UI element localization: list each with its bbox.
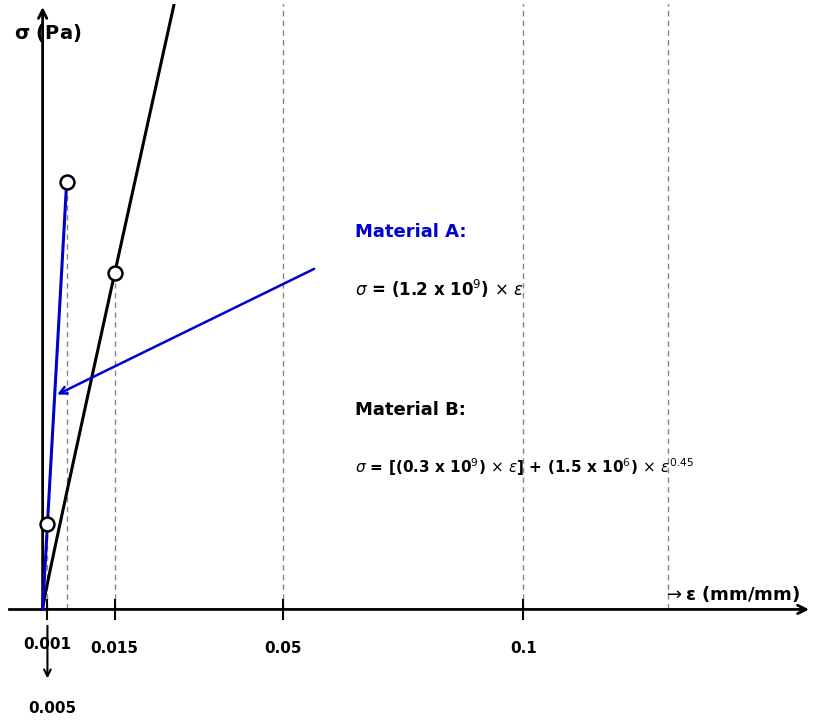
Text: Material A:: Material A: (355, 223, 467, 241)
Text: 0.001: 0.001 (24, 637, 72, 652)
Text: 0.1: 0.1 (510, 641, 537, 656)
Text: Material B:: Material B: (355, 401, 466, 419)
Text: 0.005: 0.005 (29, 701, 77, 716)
Text: 0.015: 0.015 (91, 641, 139, 656)
Text: $\rightarrow\boldsymbol{\varepsilon}$ (mm/mm): $\rightarrow\boldsymbol{\varepsilon}$ (m… (663, 584, 800, 604)
Text: 0.05: 0.05 (264, 641, 302, 656)
Text: $\mathbf{\sigma}$ (Pa): $\mathbf{\sigma}$ (Pa) (14, 22, 82, 44)
Text: $\sigma$ = (1.2 x 10$^9$) $\times$ $\varepsilon$: $\sigma$ = (1.2 x 10$^9$) $\times$ $\var… (355, 278, 525, 300)
Text: $\sigma$ = [(0.3 x 10$^9$) $\times$ $\varepsilon$] + (1.5 x 10$^6$) $\times$ $\v: $\sigma$ = [(0.3 x 10$^9$) $\times$ $\va… (355, 456, 694, 478)
